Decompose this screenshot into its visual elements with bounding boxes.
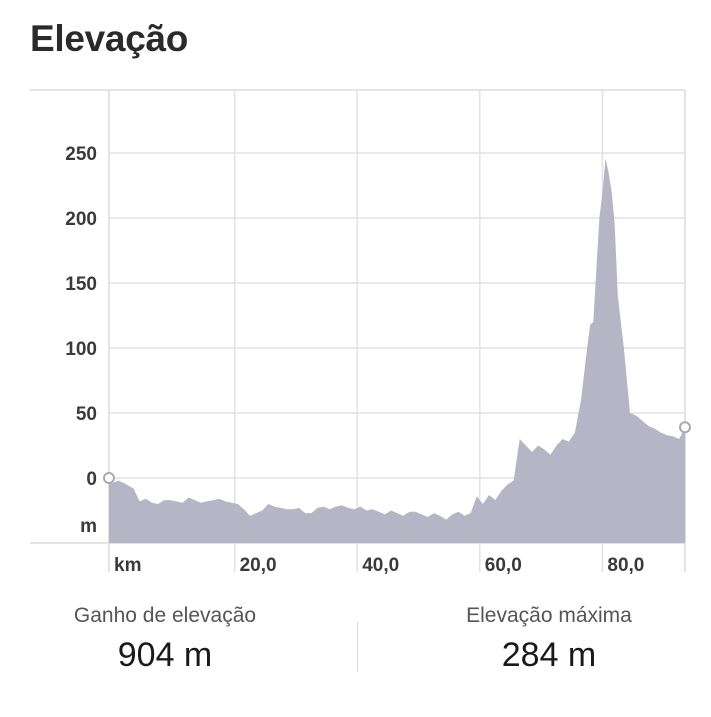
y-tick-label: 150 [65,274,97,295]
max-elevation-label: Elevação máxima [466,604,632,627]
stats-divider [357,622,358,672]
y-tick-label: 50 [76,404,97,425]
max-elevation-value: 284 m [501,636,597,674]
x-axis-unit: km [114,555,141,576]
chart-area [109,158,686,543]
elevation-chart: 250 200 150 100 50 0 m km 20,0 40,0 60,0 80,0 [30,89,691,576]
elevation-gain-label: Ganho de elevação [73,604,257,627]
x-axis-labels: km 20,0 40,0 60,0 80,0 [114,555,644,576]
x-tick-label: 60,0 [485,555,522,576]
y-tick-label: 250 [65,144,97,165]
elevation-gain-stat: Ganho de elevação 904 m [0,604,330,675]
elevation-gain-value: 904 m [117,636,213,674]
page-title: Elevação [30,18,189,59]
y-axis-labels: 250 200 150 100 50 0 m [65,144,97,537]
elevation-area [109,158,686,543]
x-tick-label: 20,0 [240,555,277,576]
start-marker [103,472,115,484]
x-tick-label: 80,0 [607,555,644,576]
y-tick-label: 100 [65,339,97,360]
x-tick-label: 40,0 [362,555,399,576]
max-elevation-stat: Elevação máxima 284 m [384,604,711,675]
end-marker [679,421,691,434]
y-axis-unit: m [80,516,97,537]
chart-markers [103,421,691,484]
y-tick-label: 200 [65,209,97,230]
y-tick-label: 0 [86,469,97,490]
